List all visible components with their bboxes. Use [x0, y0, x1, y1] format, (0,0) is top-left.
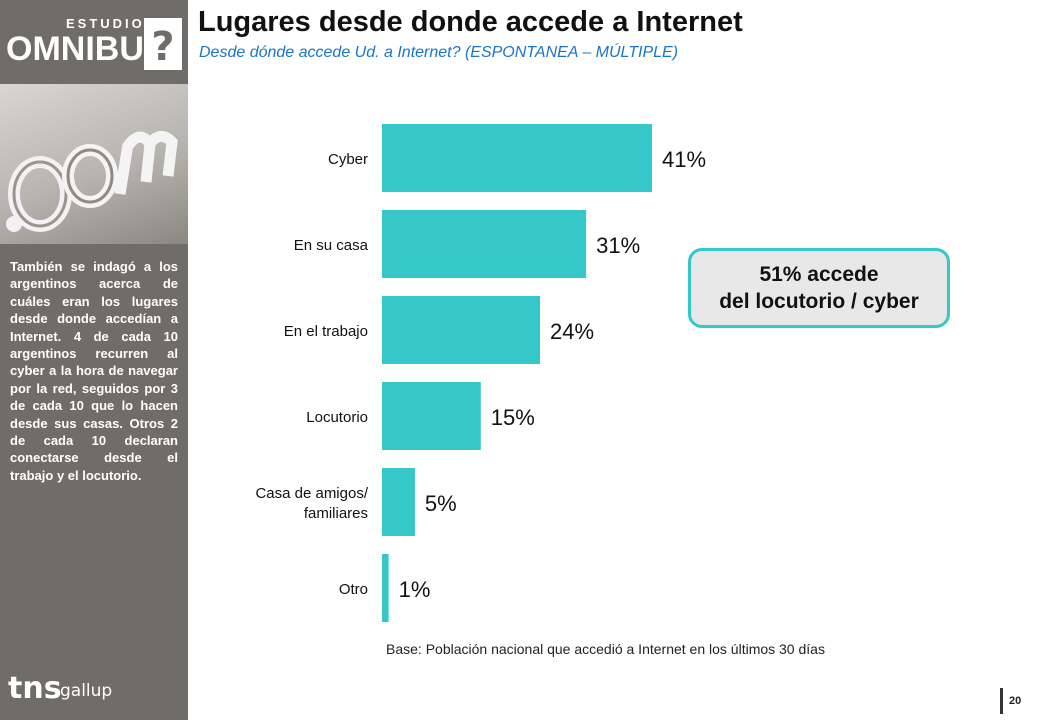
brand-mark-text: ? [151, 24, 174, 70]
footnote: Base: Población nacional que accedió a I… [386, 641, 825, 657]
category-label: En su casa [294, 237, 369, 254]
brand-top-text: ESTUDIOS [66, 16, 157, 31]
brand-main-text: OMNIBUS [6, 30, 167, 68]
side-description: También se indagó a los argentinos acerc… [10, 259, 178, 483]
callout-line2: del locutorio / cyber [719, 290, 919, 313]
page-subtitle: Desde dónde accede Ud. a Internet? (ESPO… [199, 44, 679, 61]
question-mark-logo-icon: ? [144, 18, 182, 70]
bar-5 [382, 554, 389, 622]
category-label: familiares [304, 505, 368, 522]
tns-gallup-logo: tns gallup [8, 671, 112, 706]
category-label: Casa de amigos/ [255, 485, 368, 502]
page-number: 20 [1000, 688, 1021, 714]
category-label: Otro [339, 581, 368, 598]
value-label: 24% [550, 319, 594, 344]
value-label: 41% [662, 147, 706, 172]
bar-4 [382, 468, 415, 536]
dot-com-photo [0, 84, 188, 244]
value-label: 1% [399, 577, 431, 602]
omnibus-logo: ESTUDIOS OMNIBUS ? [0, 0, 188, 84]
value-label: 15% [491, 405, 535, 430]
gallup-text: gallup [60, 681, 112, 701]
bar-chart: Cyber En su casa En el trabajo Locutorio Cas… [255, 124, 706, 622]
value-label: 31% [596, 233, 640, 258]
page-title: Lugares desde donde accede a Internet [198, 6, 743, 38]
callout-box: 51% accede del locutorio / cyber [688, 248, 950, 328]
category-label: En el trabajo [284, 323, 368, 340]
value-label: 5% [425, 491, 457, 516]
category-label: Cyber [328, 151, 368, 168]
bar-3 [382, 382, 481, 450]
bar-1 [382, 210, 587, 278]
callout-line1: 51% accede [759, 263, 879, 286]
category-label: Locutorio [306, 409, 368, 426]
tns-text: tns [8, 671, 62, 706]
bar-2 [382, 296, 541, 364]
callout-text: 51% accede del locutorio / cyber [719, 261, 919, 315]
bar-0 [382, 124, 652, 192]
sidebar: ESTUDIOS OMNIBUS ? También se indagó a l… [0, 0, 188, 720]
